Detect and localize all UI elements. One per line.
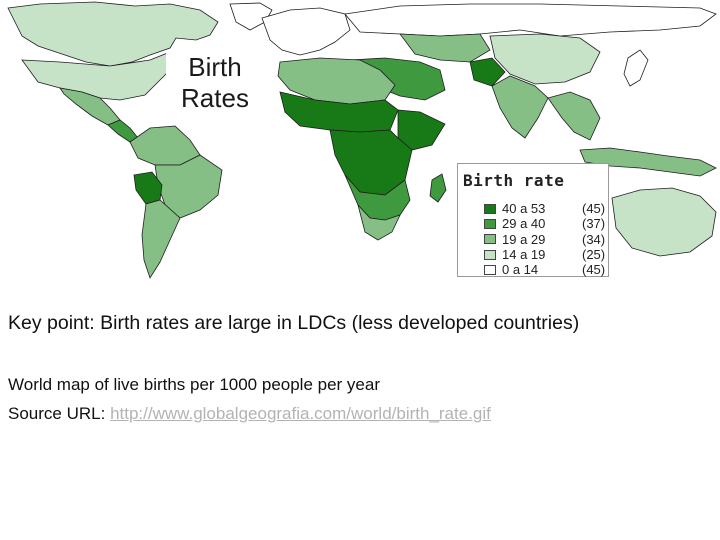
region-central-asia [399, 33, 491, 63]
legend-count: (25) [582, 247, 606, 263]
world-map: Birth Rates Birth rate 40 a 53 (45) 29 a… [7, 1, 717, 279]
region-central-america [107, 119, 139, 143]
region-north-america-north [7, 1, 219, 67]
map-title-line2: Rates [181, 83, 249, 113]
legend-range: 14 a 19 [502, 247, 546, 263]
region-china [489, 33, 601, 85]
legend-swatch [484, 249, 496, 260]
region-europe [261, 7, 351, 56]
region-south-africa [357, 204, 401, 241]
region-brazil [154, 154, 223, 219]
legend-title: Birth rate [463, 171, 565, 190]
map-legend: Birth rate 40 a 53 (45) 29 a 40 (37) 19 … [457, 163, 609, 277]
legend-range: 29 a 40 [502, 216, 546, 232]
legend-rows: 40 a 53 (45) 29 a 40 (37) 19 a 29 (34) 1… [484, 201, 605, 277]
legend-swatch [484, 234, 496, 245]
legend-item: 29 a 40 (37) [484, 216, 605, 231]
region-japan [623, 49, 649, 87]
region-south-america-north [129, 125, 201, 166]
legend-item: 14 a 19 (25) [484, 247, 605, 262]
region-russia [344, 3, 717, 37]
legend-range: 0 a 14 [502, 262, 539, 278]
legend-count: (45) [582, 201, 606, 217]
region-afghanistan [469, 57, 506, 87]
world-map-graphic [7, 1, 717, 279]
source-line: Source URL: http://www.globalgeografia.c… [8, 404, 491, 424]
map-title-line1: Birth [188, 52, 242, 82]
legend-swatch [484, 264, 496, 275]
region-australia [611, 187, 717, 257]
legend-count: (34) [582, 231, 606, 247]
legend-item: 40 a 53 (45) [484, 201, 605, 216]
region-india [491, 75, 549, 139]
legend-item: 19 a 29 (34) [484, 232, 605, 247]
legend-count: (37) [582, 216, 606, 232]
legend-swatch [484, 203, 496, 214]
legend-item: 0 a 14 (45) [484, 262, 605, 277]
region-southeast-asia [547, 91, 601, 141]
source-label: Source URL: [8, 404, 106, 423]
legend-range: 40 a 53 [502, 201, 546, 217]
region-madagascar [429, 173, 447, 203]
source-link[interactable]: http://www.globalgeografia.com/world/bir… [110, 404, 491, 423]
region-south-america-south [141, 199, 181, 279]
legend-range: 19 a 29 [502, 231, 546, 247]
legend-count: (45) [582, 262, 606, 278]
legend-swatch [484, 218, 496, 229]
key-point-text: Key point: Birth rates are large in LDCs… [8, 312, 580, 334]
map-title: Birth Rates [166, 50, 264, 116]
map-caption: World map of live births per 1000 people… [8, 375, 380, 394]
